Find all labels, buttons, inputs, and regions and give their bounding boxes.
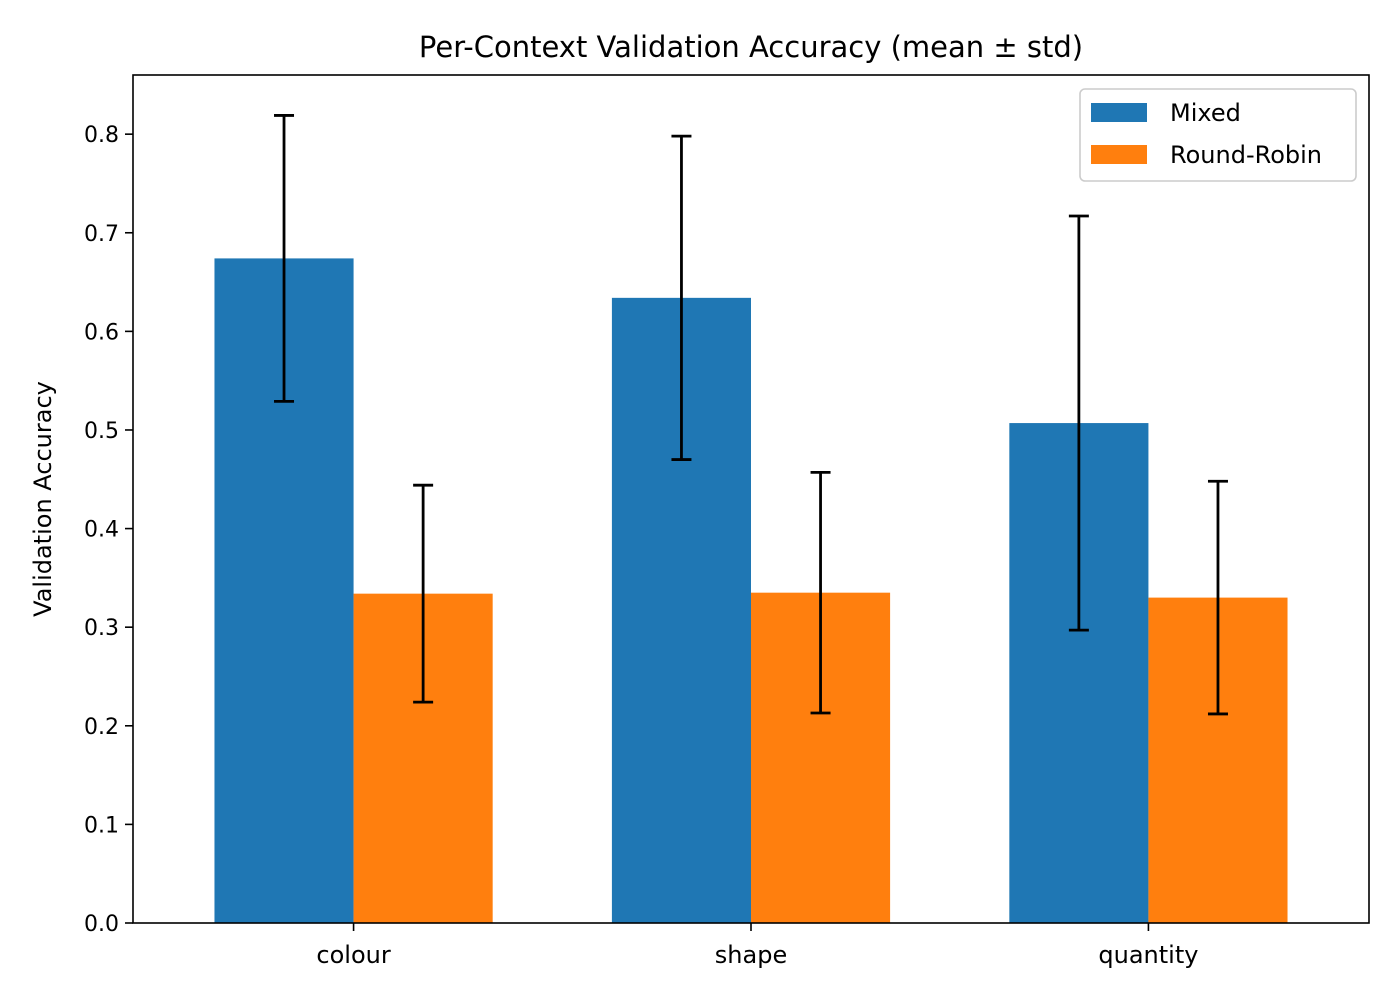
- y-axis-label: Validation Accuracy: [29, 381, 57, 617]
- chart-title: Per-Context Validation Accuracy (mean ± …: [419, 30, 1083, 64]
- y-tick-label: 0.5: [84, 419, 119, 444]
- y-tick-label: 0.3: [84, 616, 119, 641]
- legend-swatch-1: [1091, 145, 1147, 164]
- plot-frame: [132, 74, 1370, 924]
- y-tick-label: 0.6: [84, 320, 119, 345]
- y-tick-label: 0.1: [84, 813, 119, 838]
- y-tick-label: 0.0: [84, 912, 119, 937]
- x-axis: colour shape quantity: [316, 923, 1198, 969]
- y-axis: 0.0 0.1 0.2 0.3 0.4 0.5 0.6 0.7 0.8: [84, 123, 133, 937]
- legend-label-0: Mixed: [1170, 99, 1241, 127]
- y-tick-label: 0.8: [84, 123, 119, 148]
- x-tick-label: shape: [715, 941, 787, 969]
- y-tick-label: 0.2: [84, 715, 119, 740]
- legend-label-1: Round-Robin: [1170, 141, 1322, 169]
- y-tick-label: 0.7: [84, 222, 119, 247]
- legend-box: [1079, 88, 1357, 182]
- x-tick-label: colour: [316, 941, 390, 969]
- error-bars-group: [274, 114, 1228, 716]
- legend: Mixed Round-Robin: [1079, 88, 1357, 182]
- x-tick-label: quantity: [1098, 941, 1198, 969]
- y-tick-label: 0.4: [84, 518, 119, 543]
- legend-swatch-0: [1091, 103, 1147, 122]
